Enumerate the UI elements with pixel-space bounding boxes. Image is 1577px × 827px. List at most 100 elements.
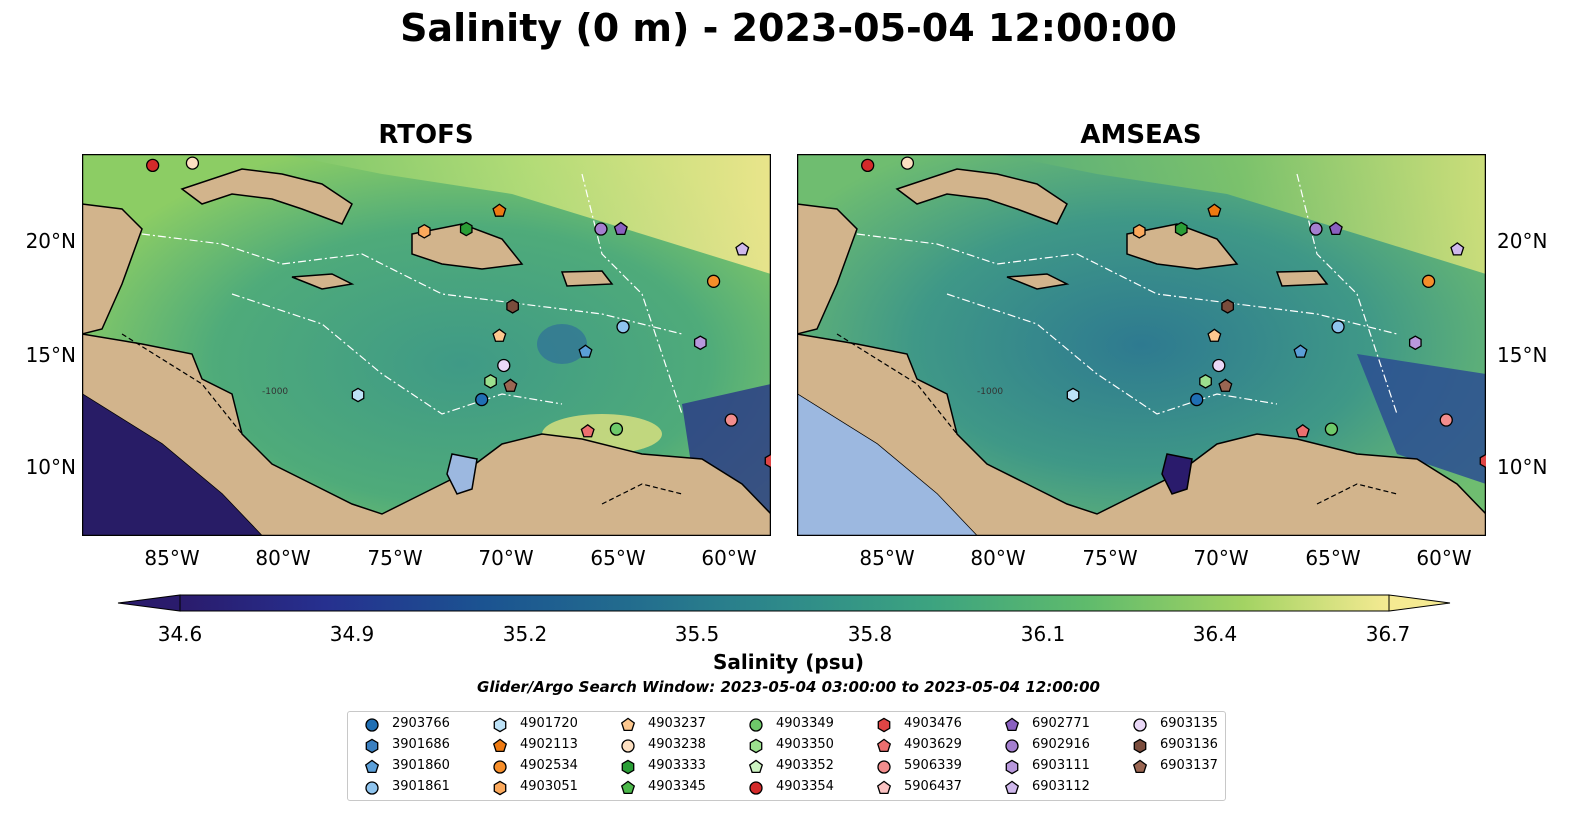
legend-marker-shape <box>621 759 635 775</box>
lon-label-70w-right: 70°W <box>1193 546 1249 570</box>
legend-marker-shape <box>493 780 507 796</box>
float-marker-4903238 <box>900 156 915 170</box>
cb-tick-36-1: 36.1 <box>1020 622 1066 646</box>
legend-label: 4903476 <box>904 716 962 731</box>
legend-marker-circle <box>749 781 763 795</box>
float-marker-5906339 <box>724 413 738 427</box>
legend-marker-shape <box>365 738 379 754</box>
float-marker-5906339 <box>1439 413 1453 427</box>
legend-marker-circle <box>365 718 379 732</box>
float-marker-4903476 <box>1479 453 1486 469</box>
float-marker-6902771 <box>1328 221 1343 236</box>
float-marker-6902771 <box>613 221 628 236</box>
float-marker-4903629 <box>580 423 595 438</box>
legend-label: 6902916 <box>1032 737 1090 752</box>
cb-tick-35-5: 35.5 <box>674 622 720 646</box>
legend-label: 4903051 <box>520 779 578 794</box>
legend-label: 4903349 <box>776 716 834 731</box>
legend-label: 4903352 <box>776 758 834 773</box>
lon-label-65w-right: 65°W <box>1305 546 1361 570</box>
legend-marker-shape <box>748 759 764 773</box>
float-marker-4903333 <box>459 221 473 237</box>
legend-marker-shape <box>621 739 635 753</box>
float-marker-4903349 <box>1324 422 1339 436</box>
legend-marker-pentagon <box>492 738 508 752</box>
lon-label-65w: 65°W <box>590 546 646 570</box>
cb-tick-34-6: 34.6 <box>157 622 203 646</box>
float-marker-6903136 <box>506 298 519 314</box>
legend-marker-shape <box>749 781 763 795</box>
legend-marker-pentagon <box>876 738 892 752</box>
legend-marker-shape <box>877 717 891 733</box>
float-marker-6903137 <box>503 378 518 392</box>
cb-tick-34-9: 34.9 <box>329 622 375 646</box>
float-marker-4903237 <box>1207 328 1222 342</box>
float-marker-4903238 <box>185 156 200 170</box>
colorbar-label: Salinity (psu) <box>712 650 864 674</box>
legend-marker-shape <box>493 760 507 774</box>
legend-marker-shape <box>365 781 379 795</box>
float-marker-4902534 <box>1421 274 1436 288</box>
cb-tick-36-7: 36.7 <box>1365 622 1411 646</box>
legend-label: 4902534 <box>520 758 578 773</box>
float-marker-3901861 <box>616 320 630 334</box>
legend-marker-shape <box>620 717 636 731</box>
float-marker-4903350 <box>484 374 497 389</box>
lon-label-80w: 80°W <box>255 546 311 570</box>
legend-label: 2903766 <box>392 716 450 731</box>
legend-marker-shape <box>749 738 763 754</box>
legend-marker-shape <box>493 717 507 733</box>
legend-label: 3901861 <box>392 779 450 794</box>
legend-marker-shape <box>749 718 763 732</box>
float-marker-4902113 <box>492 203 507 217</box>
legend-label: 4903238 <box>648 737 706 752</box>
legend-marker-shape <box>364 759 380 773</box>
legend-label: 6903112 <box>1032 779 1090 794</box>
legend-label: 4903333 <box>648 758 706 773</box>
legend-marker-shape <box>876 738 892 752</box>
float-marker-4903051 <box>1132 223 1146 239</box>
float-marker-4903237 <box>492 328 507 342</box>
legend-marker-circle <box>493 760 507 774</box>
legend-marker-shape <box>877 760 891 774</box>
lon-label-75w: 75°W <box>367 546 423 570</box>
float-marker-4903354 <box>146 158 160 173</box>
legend-marker-shape <box>1133 738 1147 754</box>
lon-label-70w: 70°W <box>478 546 534 570</box>
panel-title-amseas: AMSEAS <box>1080 120 1202 150</box>
legend-marker-circle <box>1005 739 1019 753</box>
float-marker-4903354 <box>861 158 875 173</box>
float-marker-6903136 <box>1221 298 1234 314</box>
legend-marker-shape <box>365 718 379 732</box>
legend-label: 4903629 <box>904 737 962 752</box>
legend-label: 5906437 <box>904 779 962 794</box>
legend-label: 3901686 <box>392 737 450 752</box>
lat-label-15n: 15°N <box>25 343 76 367</box>
float-marker-6903135 <box>497 358 511 373</box>
float-marker-3901861 <box>1331 320 1345 334</box>
main-title: Salinity (0 m) - 2023-05-04 12:00:00 <box>400 6 1177 50</box>
legend-marker-pentagon <box>364 759 380 773</box>
legend-marker-hexagon <box>493 780 507 796</box>
float-marker-3901860 <box>578 344 593 358</box>
float-legend: 2903766 3901686 3901860 3901861 4901720 49021… <box>347 711 1226 801</box>
float-marker-4903349 <box>609 422 624 436</box>
lon-label-60w-right: 60°W <box>1416 546 1472 570</box>
float-marker-2903766 <box>475 392 489 407</box>
float-marker-6902916 <box>594 222 608 236</box>
legend-marker-shape <box>1004 717 1020 731</box>
float-marker-4902534 <box>706 274 721 288</box>
legend-marker-shape <box>1005 739 1019 753</box>
legend-marker-pentagon <box>1004 717 1020 731</box>
panel-title-rtofs: RTOFS <box>378 120 474 150</box>
float-marker-6903135 <box>1212 358 1226 373</box>
lat-label-20n: 20°N <box>25 229 76 253</box>
lon-label-60w: 60°W <box>701 546 757 570</box>
legend-marker-pentagon <box>1004 780 1020 794</box>
legend-label: 3901860 <box>392 758 450 773</box>
legend-marker-shape <box>492 738 508 752</box>
legend-label: 4903354 <box>776 779 834 794</box>
search-window-subtitle: Glider/Argo Search Window: 2023-05-04 03… <box>477 678 1100 696</box>
legend-marker-hexagon <box>1133 738 1147 754</box>
svg-text:-1000: -1000 <box>977 387 1003 397</box>
